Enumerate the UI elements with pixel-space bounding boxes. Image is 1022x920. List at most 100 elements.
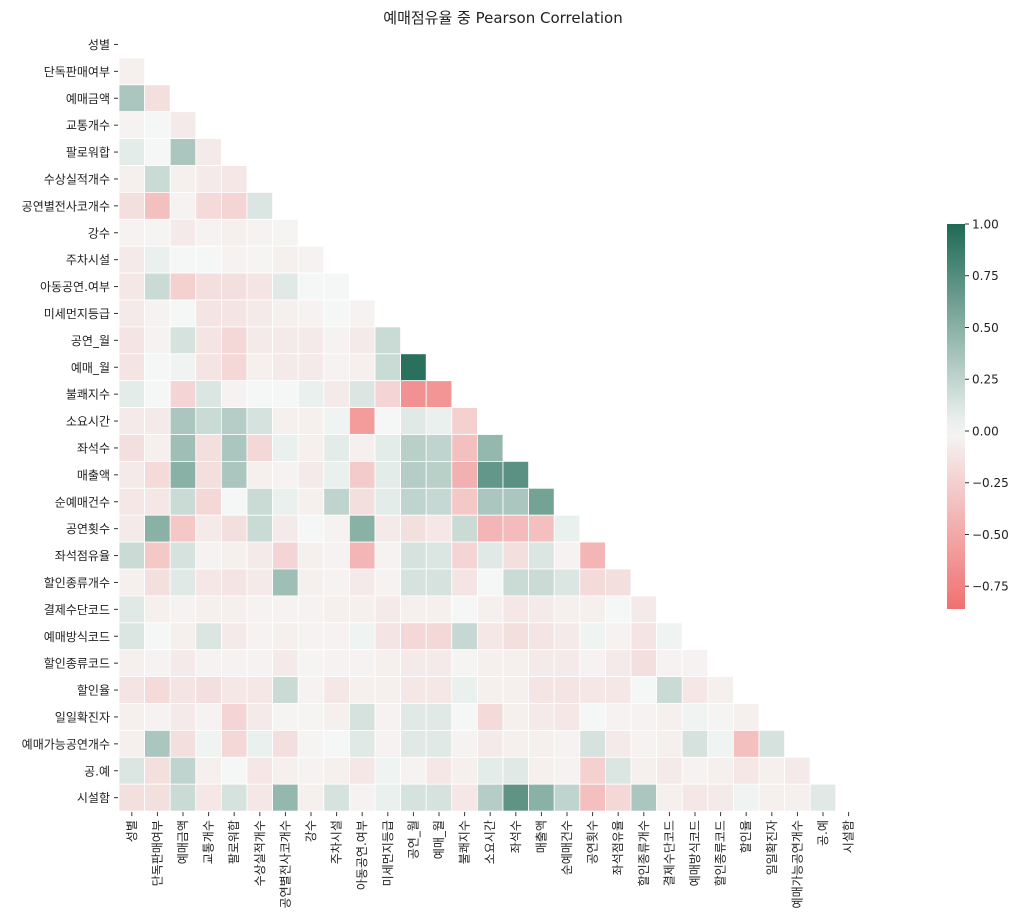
heatmap-cell [605, 783, 632, 812]
heatmap-cell [297, 783, 325, 812]
heatmap-cell [425, 756, 453, 785]
y-tick-label: 공연별전사코개수 [22, 199, 110, 213]
x-tick-label: 결제수단코드 [662, 820, 676, 886]
y-tick-label: 성별 [88, 38, 110, 52]
heatmap-cell [348, 568, 376, 597]
heatmap-cell [246, 703, 274, 731]
x-tick-label: 공연별전사코개수 [278, 820, 292, 908]
heatmap-cell [528, 649, 555, 678]
heatmap-cell [630, 756, 658, 785]
heatmap-cell [246, 353, 274, 382]
heatmap-cell [707, 756, 734, 785]
y-tick-label: 시설함 [77, 791, 110, 805]
heatmap-cell [118, 272, 146, 301]
y-tick-label: 주차시설 [66, 253, 110, 267]
heatmap-cell [323, 541, 350, 570]
heatmap-cell [144, 84, 171, 113]
heatmap-cell [425, 380, 453, 409]
heatmap-cell [374, 514, 402, 543]
heatmap-cell [246, 218, 274, 247]
heatmap-cell [144, 649, 171, 678]
heatmap-cell [272, 299, 299, 328]
heatmap-cell [348, 460, 376, 489]
heatmap-cell [605, 622, 632, 651]
heatmap-cell [118, 353, 146, 382]
colorbar-gradient [947, 224, 965, 609]
heatmap-cell [425, 514, 453, 543]
chart-title: 예매점유율 중 Pearson Correlation [383, 9, 622, 27]
heatmap-cell [553, 703, 581, 731]
heatmap-cell [476, 622, 504, 651]
heatmap-cell [169, 407, 197, 435]
heatmap-cell [220, 326, 248, 355]
heatmap-cell [169, 541, 197, 570]
heatmap-cell [169, 568, 197, 597]
heatmap-cell [246, 434, 274, 462]
heatmap-cell [195, 703, 222, 731]
heatmap-cell [195, 245, 222, 274]
heatmap-cell [195, 676, 222, 704]
x-tick-label: 예매방식코드 [688, 820, 702, 886]
heatmap-cell [733, 756, 760, 785]
heatmap-cell [272, 595, 299, 624]
heatmap-cell [144, 245, 171, 274]
heatmap-cell [297, 541, 325, 570]
heatmap-cells [118, 57, 837, 812]
heatmap-cell [374, 756, 402, 785]
heatmap-cell [246, 783, 274, 812]
heatmap-cell [323, 353, 350, 382]
x-axis-tick-labels: 성별 단독판매여부 예매금액 교통개수 팔로워합 수상실적개수 공연별전사코개수 강수 주차시설… [125, 812, 856, 908]
heatmap-cell [169, 434, 197, 462]
heatmap-cell [502, 783, 530, 812]
heatmap-cell [451, 407, 478, 435]
y-tick-label: 결제수단코드 [44, 603, 110, 617]
heatmap-cell [297, 434, 325, 462]
heatmap-cell [476, 434, 504, 462]
heatmap-cell [323, 487, 350, 516]
heatmap-cell [681, 703, 709, 731]
heatmap-cell [220, 299, 248, 328]
heatmap-cell [528, 622, 555, 651]
colorbar-tick-label: −0.75 [972, 580, 1009, 594]
heatmap-cell [169, 649, 197, 678]
heatmap-cell [169, 191, 197, 220]
heatmap-cell [656, 756, 683, 785]
heatmap-cell [579, 649, 606, 678]
heatmap-cell [220, 514, 248, 543]
heatmap-cell [348, 487, 376, 516]
heatmap-cell [400, 622, 427, 651]
heatmap-cell [144, 272, 171, 301]
heatmap-cell [118, 245, 146, 274]
x-tick-label: 할인종류코드 [714, 820, 728, 886]
heatmap-cell [400, 676, 427, 704]
heatmap-cell [297, 756, 325, 785]
heatmap-cell [195, 434, 222, 462]
x-tick-label: 공연횟수 [586, 820, 600, 864]
x-tick-label: 순예매건수 [560, 820, 574, 875]
x-tick-label: 할인율 [739, 820, 753, 853]
heatmap-cell [246, 730, 274, 758]
heatmap-cell [528, 514, 555, 543]
heatmap-cell [323, 703, 350, 731]
heatmap-cell [323, 299, 350, 328]
heatmap-cell [195, 783, 222, 812]
heatmap-cell [758, 756, 786, 785]
heatmap-cell [220, 245, 248, 274]
heatmap-cell [553, 568, 581, 597]
y-tick-label: 공연_월 [71, 334, 110, 348]
heatmap-cell [656, 703, 683, 731]
heatmap-cell [656, 622, 683, 651]
heatmap-cell [144, 487, 171, 516]
heatmap-cell [169, 111, 197, 139]
heatmap-cell [451, 756, 478, 785]
heatmap-cell [246, 191, 274, 220]
heatmap-cell [220, 676, 248, 704]
colorbar-tick-label: −0.25 [972, 476, 1009, 490]
heatmap-cell [220, 568, 248, 597]
x-tick-label: 일일확진자 [765, 820, 779, 875]
heatmap-cell [220, 730, 248, 758]
heatmap-cell [400, 514, 427, 543]
heatmap-cell [553, 756, 581, 785]
heatmap-cell [425, 622, 453, 651]
